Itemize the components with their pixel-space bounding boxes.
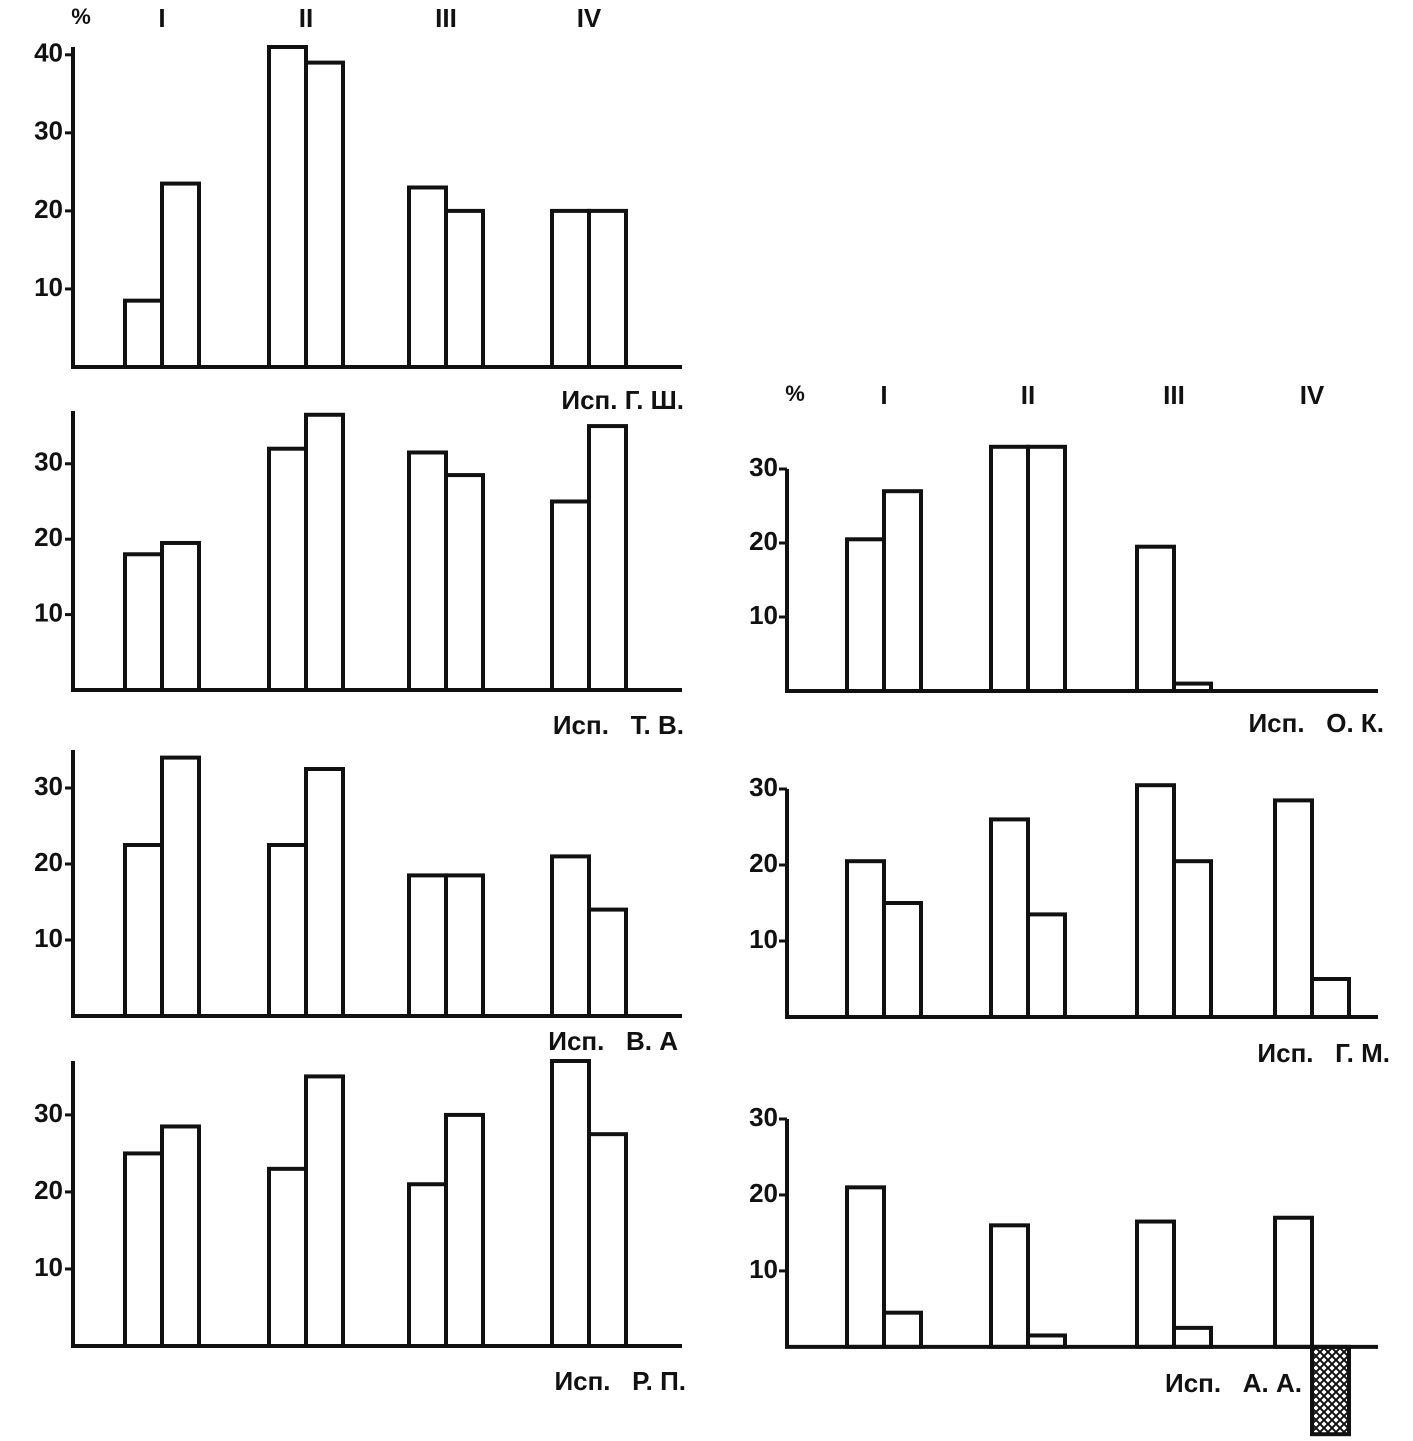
bar [1135,783,1176,1020]
y-tick-label: 20 [34,847,63,877]
category-label: IV [1300,380,1325,410]
bar [407,873,448,1019]
bar [123,552,164,692]
bar [882,901,923,1019]
bar [304,60,345,370]
bar [160,755,201,1018]
bar [587,1132,628,1348]
bar [1273,1215,1314,1349]
bar [1135,1219,1176,1349]
bar [304,1074,345,1348]
bar [444,473,485,693]
bar [267,1166,308,1349]
y-tick-label: 30 [749,1102,778,1132]
bar [407,450,448,692]
bar [267,446,308,692]
bar [1172,1325,1213,1349]
y-tick-label: 20 [749,526,778,556]
category-label: IV [577,3,602,33]
bar [587,424,628,692]
panel-label: Исп. Р. П. [554,1366,686,1396]
category-label: II [1021,380,1035,410]
y-tick-label: 30 [34,771,63,801]
y-axis-label: % [785,381,805,406]
bar [267,843,308,1018]
bar [160,1124,201,1349]
bar [587,907,628,1018]
category-label: III [1163,380,1185,410]
bar [407,1182,448,1349]
y-tick-label: 20 [34,1175,63,1205]
y-tick-label: 10 [34,923,63,953]
panel-label: Исп. Г. М. [1257,1038,1390,1068]
bar [1310,1344,1351,1437]
bar [550,208,591,369]
bar [1026,912,1067,1020]
bar [160,181,201,369]
bar [845,1185,886,1349]
panel-label: Исп. В. А [548,1026,678,1056]
bar [882,489,923,694]
panel-label: Исп. А. А. [1165,1368,1302,1398]
y-tick-label: 10 [749,924,778,954]
y-tick-label: 10 [749,600,778,630]
bar [267,45,308,369]
bar [845,537,886,693]
y-tick-label: 30 [34,447,63,477]
bar [123,298,164,369]
y-tick-label: 30 [34,1098,63,1128]
bar [550,854,591,1019]
y-tick-label: 30 [34,116,63,146]
bar [444,873,485,1019]
bar [1310,977,1351,1019]
y-tick-label: 20 [749,1178,778,1208]
bar [845,859,886,1020]
y-tick-label: 10 [34,597,63,627]
y-tick-label: 10 [34,272,63,302]
bar [1172,859,1213,1020]
y-tick-label: 30 [749,452,778,482]
y-tick-label: 40 [34,38,63,68]
bar [1026,444,1067,693]
y-tick-label: 20 [34,194,63,224]
bar [444,208,485,369]
category-label: III [435,3,457,33]
panel-label: Исп. Г. Ш. [561,385,684,415]
y-tick-label: 10 [34,1252,63,1282]
category-label: II [299,3,313,33]
category-label: I [158,3,165,33]
bar [160,540,201,693]
bar [304,767,345,1018]
bar [407,185,448,369]
bar [304,412,345,692]
bar [882,1310,923,1349]
panel-label: Исп. Т. В. [553,710,684,740]
bar [989,444,1030,693]
y-tick-label: 20 [749,848,778,878]
y-axis-label: % [71,4,91,29]
y-tick-label: 30 [749,772,778,802]
bar [550,1059,591,1348]
bar [550,499,591,692]
y-tick-label: 20 [34,522,63,552]
bar [1273,798,1314,1020]
panel-label: Исп. О. К. [1248,708,1384,738]
bar [123,843,164,1018]
bar [444,1112,485,1349]
bar [1135,544,1176,694]
y-tick-label: 10 [749,1254,778,1284]
bar [989,1223,1030,1349]
bar [123,1151,164,1348]
bar [587,208,628,369]
category-label: I [880,380,887,410]
bar [989,817,1030,1020]
